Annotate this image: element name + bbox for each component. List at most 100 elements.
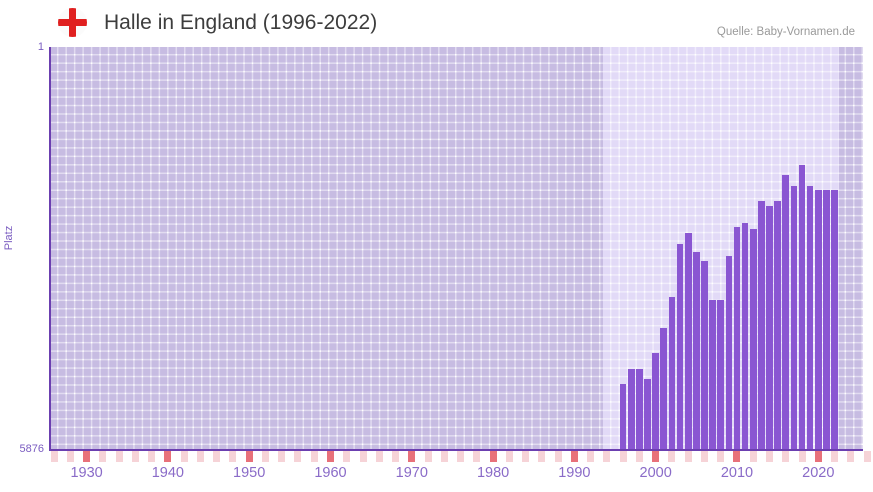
chart-title: Halle in England (1996-2022) xyxy=(104,11,378,34)
bar-2019 xyxy=(806,185,814,449)
x-tick-major-1930 xyxy=(83,451,91,462)
x-axis-label-1990: 1990 xyxy=(558,465,591,481)
x-axis-ticks xyxy=(50,451,871,462)
x-tick-major-1970 xyxy=(408,451,416,462)
bar-1997 xyxy=(627,368,635,449)
bar-2012 xyxy=(749,228,757,449)
x-tick-major-1940 xyxy=(164,451,172,462)
x-tick-minor-1986 xyxy=(538,451,546,462)
x-tick-minor-1952 xyxy=(261,451,269,462)
x-tick-minor-1926 xyxy=(50,451,58,462)
x-axis-label-1930: 1930 xyxy=(70,465,103,481)
bar-2003 xyxy=(676,244,684,449)
x-axis-label-1960: 1960 xyxy=(314,465,347,481)
bar-2000 xyxy=(652,352,659,449)
x-tick-minor-1944 xyxy=(196,451,204,462)
x-axis-label-1980: 1980 xyxy=(476,465,510,481)
x-tick-minor-2012 xyxy=(749,451,757,462)
bar-2014 xyxy=(766,205,773,449)
x-tick-minor-1938 xyxy=(148,451,156,462)
x-tick-minor-1984 xyxy=(522,451,530,462)
chart-header: Halle in England (1996-2022) Quelle: Bab… xyxy=(0,0,873,44)
bar-2001 xyxy=(660,328,668,449)
x-tick-minor-1932 xyxy=(99,451,107,462)
x-tick-minor-2026 xyxy=(863,451,871,462)
bar-2010 xyxy=(733,226,741,449)
bar-2018 xyxy=(798,164,806,449)
x-tick-minor-2006 xyxy=(700,451,708,462)
bar-2004 xyxy=(684,233,692,449)
x-tick-major-2000 xyxy=(652,451,660,462)
x-tick-minor-1966 xyxy=(375,451,383,462)
bar-2011 xyxy=(741,223,749,449)
x-tick-minor-1946 xyxy=(213,451,221,462)
x-tick-minor-1936 xyxy=(131,451,139,462)
bar-2013 xyxy=(758,200,765,449)
x-tick-major-1950 xyxy=(245,451,253,462)
x-axis-labels: 1930 1940 1950 1960 1970 1980 1990 2000 2010 2020 xyxy=(0,465,873,487)
x-axis-label-2000: 2000 xyxy=(639,465,672,481)
x-tick-major-1960 xyxy=(326,451,334,462)
x-tick-minor-1998 xyxy=(635,451,643,462)
x-tick-minor-1974 xyxy=(440,451,448,462)
bar-2016 xyxy=(782,174,790,449)
x-axis-line xyxy=(49,449,863,451)
england-flag-icon xyxy=(58,8,87,37)
y-axis-tick-bottom: 5876 xyxy=(19,443,44,455)
bar-2017 xyxy=(790,185,798,449)
x-tick-major-2010 xyxy=(733,451,741,462)
x-tick-minor-2016 xyxy=(782,451,790,462)
x-tick-minor-1962 xyxy=(343,451,351,462)
x-tick-minor-1968 xyxy=(392,451,400,462)
bar-1999 xyxy=(644,378,651,449)
bar-2006 xyxy=(701,261,708,449)
x-tick-minor-1992 xyxy=(587,451,595,462)
x-tick-major-2020 xyxy=(814,451,822,462)
bar-2005 xyxy=(693,252,700,449)
x-tick-minor-1994 xyxy=(603,451,611,462)
x-axis-label-1970: 1970 xyxy=(395,465,428,481)
bar-2009 xyxy=(725,256,733,449)
x-tick-minor-1942 xyxy=(180,451,188,462)
x-axis-label-2010: 2010 xyxy=(720,465,754,481)
bars-layer xyxy=(50,47,863,449)
bar-2021 xyxy=(823,189,830,449)
bar-2008 xyxy=(717,300,725,449)
x-tick-minor-1934 xyxy=(115,451,123,462)
flag-cross-horizontal xyxy=(58,19,87,26)
y-axis-tick-top: 1 xyxy=(37,41,44,53)
x-tick-minor-1964 xyxy=(359,451,367,462)
x-tick-minor-2004 xyxy=(684,451,692,462)
bar-2007 xyxy=(709,300,716,449)
bar-2015 xyxy=(774,200,781,449)
x-tick-minor-1928 xyxy=(66,451,74,462)
bar-2022 xyxy=(831,189,838,449)
x-axis-label-1940: 1940 xyxy=(151,465,185,481)
x-tick-minor-1958 xyxy=(310,451,318,462)
x-tick-minor-1956 xyxy=(294,451,302,462)
x-axis-label-2020: 2020 xyxy=(802,465,835,481)
x-tick-minor-1996 xyxy=(619,451,627,462)
y-axis-line xyxy=(49,47,51,450)
y-axis-title: Platz xyxy=(3,225,15,251)
x-tick-major-1990 xyxy=(570,451,578,462)
plot-area xyxy=(50,47,863,449)
x-tick-major-1980 xyxy=(489,451,497,462)
bar-1998 xyxy=(636,368,643,449)
x-tick-minor-1982 xyxy=(505,451,513,462)
x-tick-minor-1972 xyxy=(424,451,432,462)
x-tick-minor-1954 xyxy=(278,451,286,462)
x-axis-label-1950: 1950 xyxy=(233,465,266,481)
bar-2002 xyxy=(668,296,676,449)
x-tick-minor-2014 xyxy=(766,451,773,462)
x-tick-minor-2022 xyxy=(831,451,839,462)
x-tick-minor-2018 xyxy=(798,451,806,462)
x-tick-minor-2008 xyxy=(717,451,725,462)
x-tick-minor-1948 xyxy=(229,451,237,462)
bar-2020 xyxy=(814,189,822,449)
x-tick-minor-2002 xyxy=(668,451,676,462)
x-tick-minor-2024 xyxy=(847,451,855,462)
x-tick-minor-1976 xyxy=(457,451,465,462)
bar-1996 xyxy=(619,384,627,449)
